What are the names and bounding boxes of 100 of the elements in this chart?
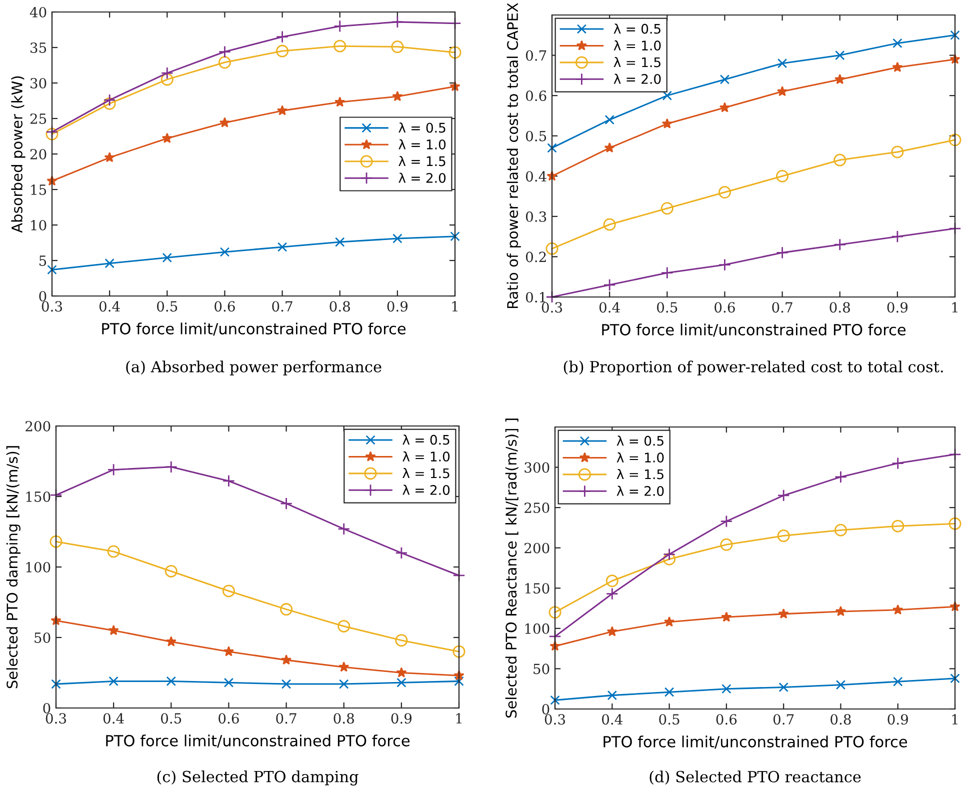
y-tick-label: 0.1 (526, 292, 546, 302)
point (721, 612, 732, 622)
y-tick-label: 0.5 (526, 130, 546, 142)
point (162, 132, 172, 144)
point (603, 218, 616, 231)
point (662, 118, 672, 128)
x-tick-label: 0.5 (657, 302, 678, 313)
x-tick-label: 0.6 (218, 713, 239, 724)
y-tick-label: 200 (26, 420, 50, 432)
point (718, 258, 731, 272)
point (948, 517, 962, 530)
y-axis-title: Ratio of power related cost to total CAPEX (506, 2, 521, 308)
point (948, 134, 962, 146)
point (834, 50, 845, 60)
point (108, 624, 119, 636)
y-tick-label: 50 (534, 664, 550, 674)
x-tick-label: 0.6 (214, 301, 235, 312)
point (892, 38, 902, 48)
point (452, 645, 466, 658)
point (720, 74, 730, 84)
x-axis-title: PTO force limit/unconstrained PTO force (102, 322, 406, 336)
y-tick-label: 0.4 (526, 171, 546, 182)
x-tick-label: 0.3 (544, 714, 566, 725)
y-tick-label: 50 (34, 632, 50, 643)
x-tick-label: 0.4 (602, 714, 622, 725)
point (448, 46, 462, 59)
point (160, 73, 174, 86)
text: (b) Proportion of power-related cost to total cost. (564, 360, 943, 376)
x-tick-label: 0.4 (99, 301, 120, 312)
y-tick-label: 10 (31, 220, 46, 230)
point (722, 684, 732, 694)
point (892, 62, 903, 72)
x-tick-label: 0.9 (391, 713, 412, 724)
legend-label: λ = 0.5 (616, 436, 664, 446)
point (892, 676, 903, 686)
legend-label: λ = 0.5 (402, 434, 450, 445)
point (835, 606, 846, 616)
point (338, 679, 349, 689)
point (892, 520, 904, 532)
point (395, 634, 408, 647)
point (334, 237, 345, 247)
point (392, 234, 402, 244)
point (218, 56, 231, 69)
legend-label: λ = 0.5 (614, 24, 660, 34)
point (720, 538, 733, 551)
point (664, 687, 674, 697)
legend-label: λ = 1.5 (402, 468, 450, 478)
point (218, 46, 231, 58)
x-tick-label: 0.8 (330, 301, 350, 312)
point (718, 186, 731, 199)
y-tick-label: 0.7 (526, 50, 546, 61)
point (834, 74, 846, 84)
text: (d) Selected PTO reactance (650, 770, 861, 785)
point (334, 40, 346, 52)
x-tick-label: 0.8 (830, 714, 851, 725)
point (160, 66, 174, 80)
point (51, 679, 61, 689)
point (606, 588, 618, 600)
y-tick-label: 250 (524, 502, 550, 514)
y-tick-label: 0.2 (526, 252, 546, 262)
point (395, 546, 408, 560)
y-tick-label: 100 (525, 623, 550, 634)
y-tick-label: 300 (524, 462, 550, 473)
point (776, 246, 789, 259)
x-tick-label: 0.9 (387, 301, 408, 312)
y-axis-title: Selected PTO Reactance [ kN/[rad(m/s)] ] (505, 418, 518, 718)
text: (c) Selected PTO damping (157, 770, 358, 786)
text: (a) Absorbed power performance (126, 360, 382, 376)
point (164, 460, 178, 474)
point (834, 238, 846, 251)
point (607, 690, 618, 700)
point (396, 678, 406, 688)
y-tick-label: 25 (30, 113, 46, 124)
point (391, 40, 404, 54)
point (606, 574, 618, 588)
point (603, 278, 616, 292)
legend-label: λ = 1.0 (614, 40, 661, 51)
y-tick-label: 150 (26, 491, 50, 502)
legend-label: λ = 2.0 (614, 74, 661, 84)
x-tick-label: 1 (952, 714, 958, 724)
point (660, 266, 674, 280)
point (222, 474, 235, 488)
y-tick-label: 0.6 (526, 90, 546, 102)
x-tick-label: 0.6 (716, 714, 737, 725)
legend-label: λ = 1.0 (398, 139, 446, 150)
y-tick-label: 100 (26, 562, 50, 572)
point (107, 463, 120, 476)
point (834, 524, 847, 536)
point (281, 679, 292, 689)
point (720, 515, 733, 528)
point (836, 680, 846, 690)
point (334, 96, 346, 107)
point (396, 667, 407, 678)
legend-label: λ = 1.0 (616, 452, 664, 463)
y-tick-label: 0.3 (526, 211, 546, 222)
legend-label: λ = 2.0 (398, 172, 446, 183)
point (280, 497, 293, 510)
y-tick-label: 30 (30, 78, 46, 88)
point (222, 584, 235, 598)
x-axis-title: PTO force limit/unconstrained PTO force (602, 324, 906, 337)
